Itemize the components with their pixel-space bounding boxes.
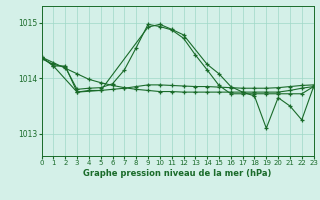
X-axis label: Graphe pression niveau de la mer (hPa): Graphe pression niveau de la mer (hPa) — [84, 169, 272, 178]
